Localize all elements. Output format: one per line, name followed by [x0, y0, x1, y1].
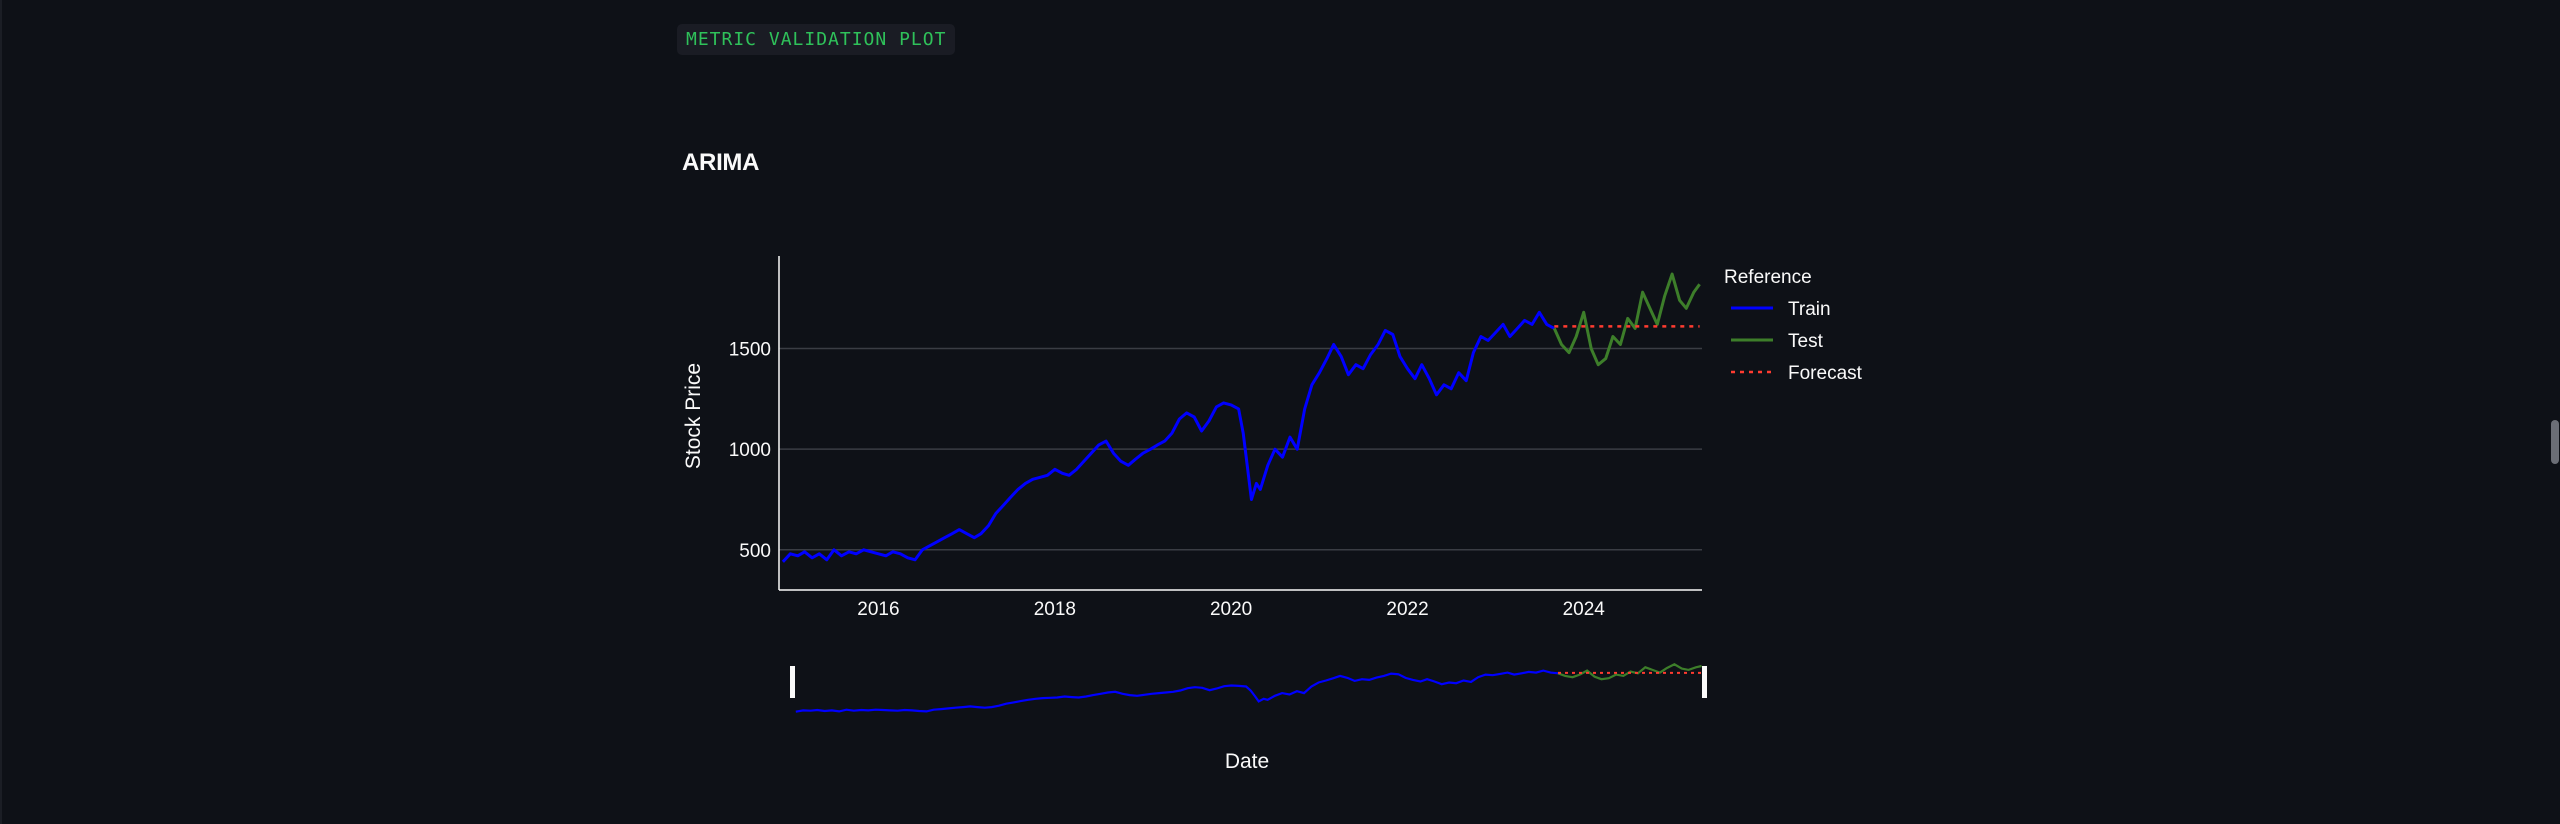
series-lines[interactable] [781, 272, 1701, 563]
legend-title: Reference [1724, 267, 1812, 288]
axes [778, 256, 1702, 591]
legend-item-test[interactable]: Test [1788, 331, 1824, 352]
slider-series-test [1557, 663, 1702, 681]
legend-item-forecast[interactable]: Forecast [1788, 363, 1863, 384]
model-title: ARIMA [682, 149, 760, 176]
x-tick-label: 2022 [1386, 599, 1428, 620]
range-slider-right-handle[interactable] [1702, 666, 1707, 698]
x-tick-label: 2018 [1034, 599, 1076, 620]
y-tick-label: 1500 [729, 340, 771, 361]
range-slider[interactable] [790, 663, 1707, 713]
grid-lines [779, 347, 1702, 551]
y-axis-label: Stock Price [682, 363, 705, 469]
legend[interactable]: Reference Train Test Forecast [1724, 267, 1863, 384]
series-line-train[interactable] [781, 310, 1556, 563]
tick-labels: 500 1000 1500 2016 2018 2020 2022 2024 [729, 340, 1606, 620]
y-tick-label: 500 [739, 541, 771, 562]
page-scrollbar-thumb[interactable] [2551, 420, 2559, 464]
y-tick-label: 1000 [729, 440, 771, 461]
x-tick-label: 2016 [857, 599, 899, 620]
x-tick-label: 2024 [1563, 599, 1606, 620]
section-code-label: METRIC VALIDATION PLOT [677, 24, 956, 55]
range-slider-left-handle[interactable] [790, 666, 795, 698]
series-line-test[interactable] [1552, 272, 1701, 367]
x-axis-label: Date [1225, 750, 1269, 773]
slider-series-train [795, 669, 1559, 713]
x-tick-label: 2020 [1210, 599, 1252, 620]
legend-item-train[interactable]: Train [1788, 299, 1831, 320]
window-edge [0, 0, 2, 824]
